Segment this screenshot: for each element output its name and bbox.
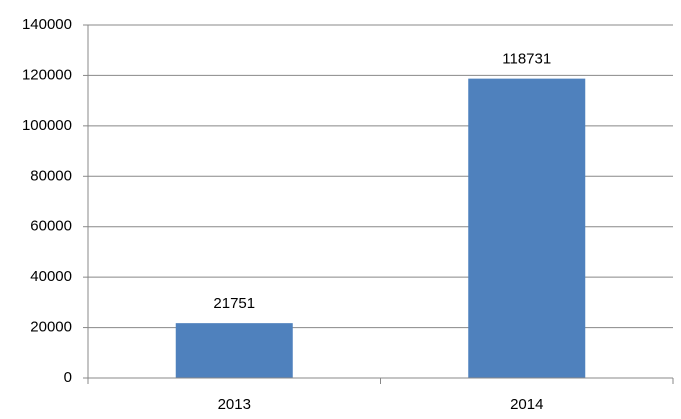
y-tick-label: 40000 <box>30 268 72 285</box>
x-tick-label: 2013 <box>218 396 251 413</box>
x-tick-label: 2014 <box>510 396 543 413</box>
y-tick-label: 120000 <box>22 66 72 83</box>
y-tick-label: 100000 <box>22 117 72 134</box>
y-tick-label: 60000 <box>30 218 72 235</box>
y-tick-label: 80000 <box>30 167 72 184</box>
y-tick-label: 0 <box>64 369 72 386</box>
bar <box>175 323 293 378</box>
bar <box>468 78 586 378</box>
data-label: 118731 <box>502 51 551 68</box>
y-tick-label: 20000 <box>30 319 72 336</box>
data-label: 21751 <box>213 295 255 312</box>
y-tick-label: 140000 <box>22 16 72 33</box>
